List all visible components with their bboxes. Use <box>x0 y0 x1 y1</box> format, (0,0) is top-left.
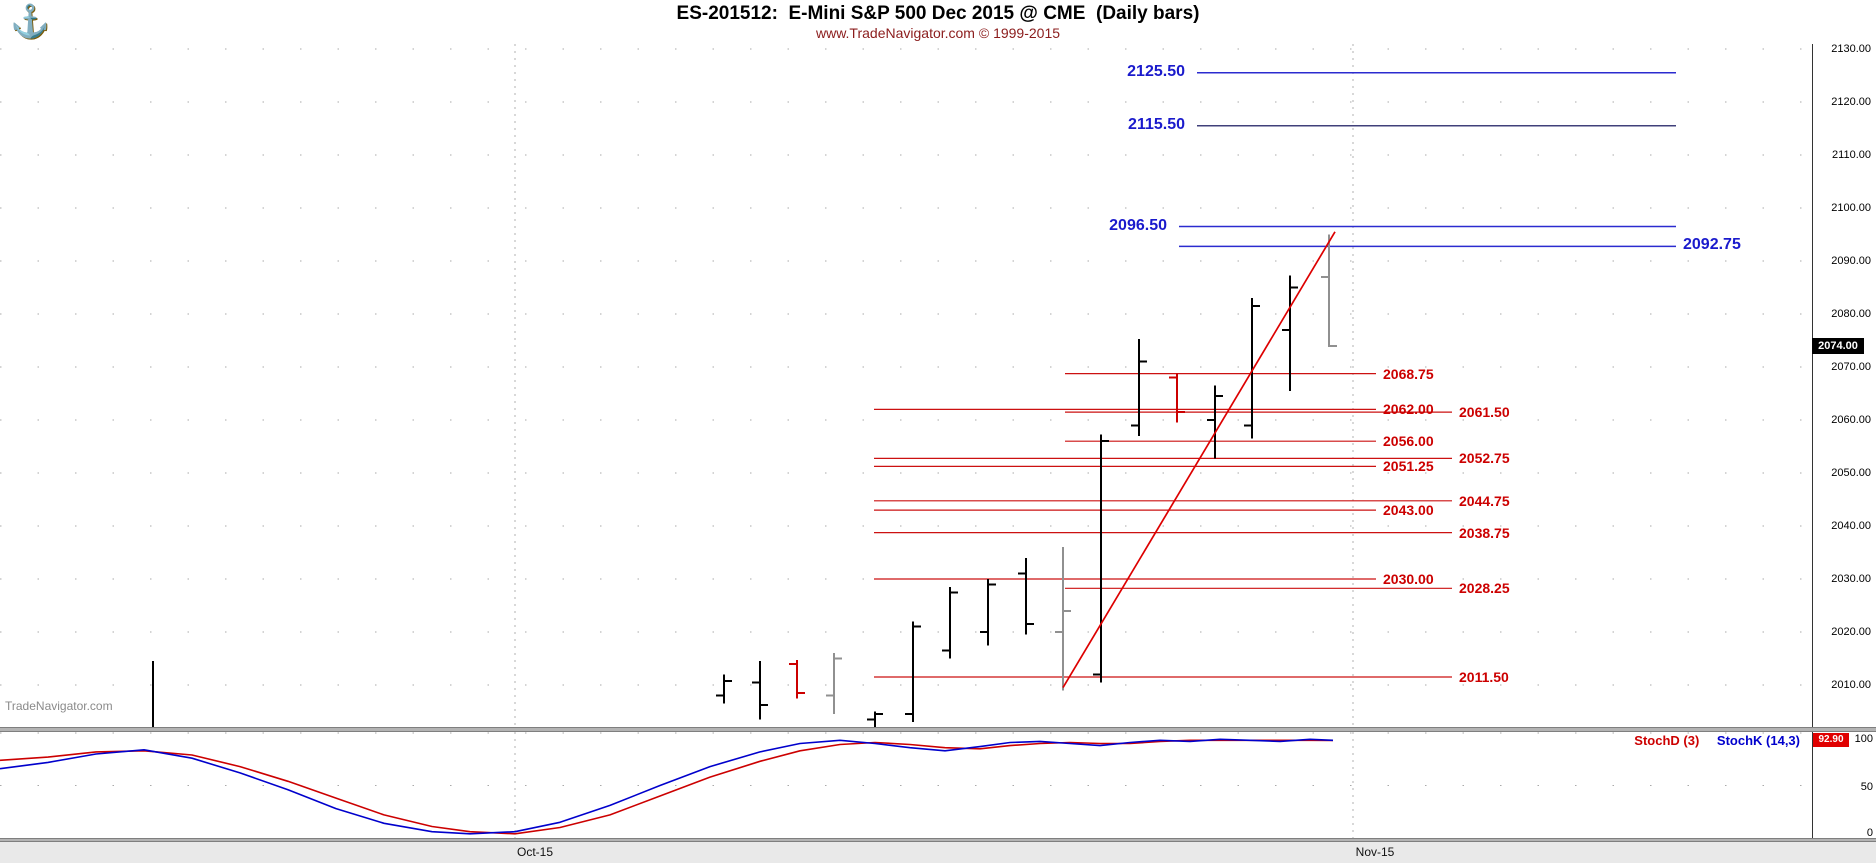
date-label: Nov-15 <box>1355 845 1395 859</box>
price-axis[interactable]: 2130.00 2120.00 2110.00 2100.00 2090.00 2080.… <box>1812 43 1876 727</box>
chart-title: ES-201512: E-Mini S&P 500 Dec 2015 @ CME… <box>676 3 1200 24</box>
level-label: 2096.50 <box>1109 216 1167 234</box>
level-label: 2062.00 <box>1383 401 1434 418</box>
stochd-label: StochD (3) <box>1634 733 1700 748</box>
stoch-legend: StochD (3) StochK (14,3) <box>1500 733 1800 748</box>
price-axis-label: 2060.00 <box>1831 414 1871 426</box>
level-label: 2028.25 <box>1459 580 1510 597</box>
level-label: 2030.00 <box>1383 571 1434 587</box>
price-axis-label: 2050.00 <box>1831 467 1871 479</box>
stoch-line-stochd <box>0 739 1334 835</box>
level-label: 2092.75 <box>1683 236 1741 254</box>
date-axis[interactable]: Oct-15 Nov-15 <box>0 842 1876 863</box>
price-axis-label: 2010.00 <box>1831 679 1871 691</box>
stoch-value-badge: 92.90 <box>1813 733 1849 747</box>
price-axis-label: 2030.00 <box>1831 573 1871 585</box>
watermark: TradeNavigator.com <box>5 699 113 713</box>
level-label: 2068.75 <box>1383 365 1434 382</box>
level-label: 2011.50 <box>1459 669 1509 686</box>
level-label: 2043.00 <box>1383 502 1434 519</box>
date-label: Oct-15 <box>516 845 554 859</box>
stoch-axis-label: 0 <box>1866 827 1873 839</box>
stoch-axis-label: 50 <box>1860 780 1873 793</box>
trend-line <box>1062 231 1336 689</box>
panel-separator-bottom[interactable] <box>0 838 1876 842</box>
price-axis-label: 2020.00 <box>1831 626 1871 638</box>
price-axis-label: 2100.00 <box>1831 202 1871 214</box>
last-price-badge: 2074.00 <box>1812 338 1864 354</box>
panel-separator[interactable] <box>0 727 1876 732</box>
level-label: 2052.75 <box>1459 450 1510 467</box>
stoch-axis-label: 100 <box>1854 733 1873 745</box>
level-label: 2125.50 <box>1127 62 1185 80</box>
stoch-line-stochk <box>0 738 1334 835</box>
price-axis-label: 2040.00 <box>1831 520 1871 532</box>
price-axis-label: 2080.00 <box>1831 308 1871 320</box>
stoch-plot <box>0 732 1812 838</box>
price-plot <box>0 44 1812 727</box>
stochk-label: StochK (14,3) <box>1716 733 1800 748</box>
level-label: 2051.25 <box>1383 458 1434 475</box>
price-axis-label: 2120.00 <box>1831 96 1871 108</box>
level-label: 2115.50 <box>1128 115 1185 133</box>
stoch-axis[interactable]: 100 50 0 <box>1812 732 1876 839</box>
level-label: 2061.50 <box>1459 404 1510 421</box>
chart-subtitle: www.TradeNavigator.com © 1999-2015 <box>815 25 1061 41</box>
price-axis-label: 2090.00 <box>1831 255 1871 267</box>
main-chart-area[interactable] <box>0 44 1812 727</box>
price-axis-label: 2110.00 <box>1832 149 1871 161</box>
level-label: 2056.00 <box>1383 433 1434 450</box>
price-axis-label: 2130.00 <box>1831 43 1871 55</box>
stochastic-chart-area[interactable] <box>0 732 1812 838</box>
level-label: 2044.75 <box>1459 492 1510 509</box>
level-label: 2038.75 <box>1459 524 1510 541</box>
anchor-icon: ⚓ <box>10 3 50 39</box>
price-axis-label: 2070.00 <box>1831 361 1871 373</box>
